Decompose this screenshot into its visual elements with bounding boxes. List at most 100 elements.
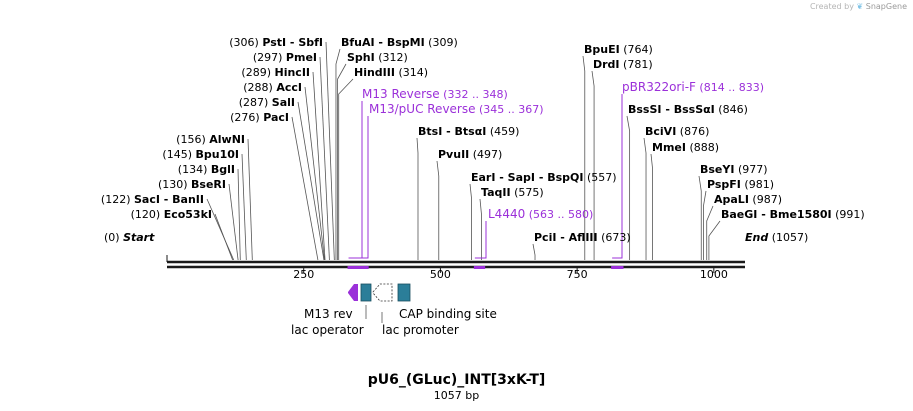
cut-site-leader xyxy=(708,220,721,260)
cut-site-label[interactable]: (134) BglI xyxy=(178,163,235,176)
cut-site-acci[interactable]: (288) AccI xyxy=(243,81,302,94)
cut-site-baegi[interactable]: BaeGI - Bme1580I (991) xyxy=(721,208,865,221)
cut-site-position: (876) xyxy=(676,125,709,138)
cut-site-name: AlwNI xyxy=(209,133,245,146)
primer-bind-mark[interactable] xyxy=(354,266,369,269)
cut-site-drdi[interactable]: DrdI (781) xyxy=(593,58,653,71)
cut-site-label[interactable]: (297) PmeI xyxy=(253,51,317,64)
cut-site-label[interactable]: (287) SalI xyxy=(239,96,295,109)
cut-site-label[interactable]: (130) BseRI xyxy=(158,178,226,191)
cut-site-start[interactable]: (0) Start xyxy=(104,231,155,244)
cut-site-paci[interactable]: (276) PacI xyxy=(230,111,289,124)
cut-site-btsi[interactable]: BtsI - BtsαI (459) xyxy=(418,125,519,138)
cut-site-label[interactable]: BfuAI - BspMI (309) xyxy=(341,36,458,49)
cut-site-leader xyxy=(325,41,335,261)
cut-site-bpuei[interactable]: BpuEI (764) xyxy=(584,43,653,56)
cut-site-label[interactable]: (0) Start xyxy=(104,231,155,244)
cut-site-bfuai[interactable]: BfuAI - BspMI (309) xyxy=(341,36,458,49)
cut-site-label[interactable]: (156) AlwNI xyxy=(176,133,245,146)
cut-site-hindiii[interactable]: HindIII (314) xyxy=(354,66,428,79)
cut-site-name: BseRI xyxy=(191,178,226,191)
primer-bind-mark[interactable] xyxy=(347,266,359,269)
cut-site-leader xyxy=(643,137,647,260)
cut-site-label[interactable]: End (1057) xyxy=(745,231,808,244)
cut-site-alwni[interactable]: (156) AlwNI xyxy=(176,133,245,146)
cut-site-label[interactable]: DrdI (781) xyxy=(593,58,653,71)
cut-site-label[interactable]: BaeGI - Bme1580I (991) xyxy=(721,208,865,221)
credit-brand: SnapGene xyxy=(865,2,907,11)
cut-site-bgli[interactable]: (134) BglI xyxy=(178,163,235,176)
cut-site-label[interactable]: (288) AccI xyxy=(243,81,302,94)
primer-label-l4440[interactable]: L4440 (563 .. 580) xyxy=(488,207,593,221)
cut-site-label[interactable]: TaqII (575) xyxy=(481,186,544,199)
cut-site-leader xyxy=(335,48,341,260)
primer-range: (814 .. 833) xyxy=(696,81,764,94)
cut-site-label[interactable]: PvuII (497) xyxy=(438,148,502,161)
primer-bind-mark[interactable] xyxy=(473,266,486,269)
cut-site-label[interactable]: MmeI (888) xyxy=(652,141,719,154)
cut-site-pmei[interactable]: (297) PmeI xyxy=(253,51,317,64)
cut-site-label[interactable]: BpuEI (764) xyxy=(584,43,653,56)
lac-promoter-arrow[interactable] xyxy=(372,283,393,302)
cut-site-label[interactable]: (120) Eco53kI xyxy=(131,208,212,221)
cut-site-pvuii[interactable]: PvuII (497) xyxy=(438,148,502,161)
cut-site-sphi[interactable]: SphI (312) xyxy=(347,51,408,64)
cut-site-name: Bpu10I xyxy=(196,148,240,161)
cut-site-taqii[interactable]: TaqII (575) xyxy=(481,186,544,199)
cut-site-label[interactable]: BtsI - BtsαI (459) xyxy=(418,125,519,138)
cut-site-position: (289) xyxy=(241,66,274,79)
cut-site-bsssi[interactable]: BssSI - BssSαI (846) xyxy=(628,103,748,116)
cut-site-label[interactable]: (289) HincII xyxy=(241,66,310,79)
cut-site-bpu10i[interactable]: (145) Bpu10I xyxy=(162,148,239,161)
cut-site-label[interactable]: ApaLI (987) xyxy=(714,193,782,206)
cut-site-eco53ki[interactable]: (120) Eco53kI xyxy=(131,208,212,221)
cut-site-pspfi[interactable]: PspFI (981) xyxy=(707,178,774,191)
cut-site-sali[interactable]: (287) SalI xyxy=(239,96,295,109)
cut-site-position: (130) xyxy=(158,178,191,191)
cut-site-label[interactable]: BciVI (876) xyxy=(645,125,709,138)
cut-site-eari[interactable]: EarI - SapI - BspQI (557) xyxy=(471,171,617,184)
cut-site-apali[interactable]: ApaLI (987) xyxy=(714,193,782,206)
cut-site-leader xyxy=(698,175,702,260)
axis-tick-label: 500 xyxy=(430,268,451,281)
cut-site-hincii[interactable]: (289) HincII xyxy=(241,66,310,79)
cut-site-leader xyxy=(291,116,319,261)
cut-site-label[interactable]: (145) Bpu10I xyxy=(162,148,239,161)
cut-site-position: (145) xyxy=(162,148,195,161)
cut-site-label[interactable]: HindIII (314) xyxy=(354,66,428,79)
cut-site-label[interactable]: EarI - SapI - BspQI (557) xyxy=(471,171,617,184)
axis-tick-label: 750 xyxy=(567,268,588,281)
cut-site-end[interactable]: End (1057) xyxy=(745,231,808,244)
cut-site-bseyi[interactable]: BseYI (977) xyxy=(700,163,768,176)
cut-site-label[interactable]: PspFI (981) xyxy=(707,178,774,191)
cut-site-label[interactable]: SphI (312) xyxy=(347,51,408,64)
primer-label-m13-puc-reverse[interactable]: M13/pUC Reverse (345 .. 367) xyxy=(369,102,544,116)
cap-binding-site-box[interactable] xyxy=(397,283,411,302)
primer-bind-mark[interactable] xyxy=(611,266,624,269)
cut-site-labels: (0) Start (120) Eco53kI (122) SacI - BanII… xyxy=(101,36,865,244)
cut-site-label[interactable]: (306) PstI - SbfI xyxy=(229,36,323,49)
cut-site-leader xyxy=(241,153,247,261)
cut-site-bseri[interactable]: (130) BseRI xyxy=(158,178,226,191)
primer-range: (345 .. 367) xyxy=(476,103,544,116)
primer-label-pbr322ori-f[interactable]: pBR322ori-F (814 .. 833) xyxy=(622,80,764,94)
primer-label-m13-reverse[interactable]: M13 Reverse (332 .. 348) xyxy=(362,87,508,101)
m13-rev-arrow[interactable] xyxy=(348,284,358,301)
cut-site-label[interactable]: (276) PacI xyxy=(230,111,289,124)
cut-site-label[interactable]: (122) SacI - BanII xyxy=(101,193,204,206)
cut-site-label[interactable]: BseYI (977) xyxy=(700,163,768,176)
map-title: pU6_(GLuc)_INT[3xK-T] xyxy=(367,372,546,388)
lac-operator-box[interactable] xyxy=(360,283,372,302)
cut-site-leader xyxy=(206,198,235,261)
cut-site-name: EarI - SapI - BspQI xyxy=(471,171,583,184)
primer-name: M13/pUC Reverse xyxy=(369,102,476,116)
credit-prefix: Created by xyxy=(809,2,854,11)
cut-site-mmei[interactable]: MmeI (888) xyxy=(652,141,719,154)
cut-site-pcii[interactable]: PciI - AflIII (673) xyxy=(534,231,631,244)
cut-site-label[interactable]: PciI - AflIII (673) xyxy=(534,231,631,244)
cut-site-name: ApaLI xyxy=(714,193,749,206)
cut-site-saci[interactable]: (122) SacI - BanII xyxy=(101,193,204,206)
cut-site-label[interactable]: BssSI - BssSαI (846) xyxy=(628,103,748,116)
cut-site-psti[interactable]: (306) PstI - SbfI xyxy=(229,36,323,49)
cut-site-bcivi[interactable]: BciVI (876) xyxy=(645,125,709,138)
